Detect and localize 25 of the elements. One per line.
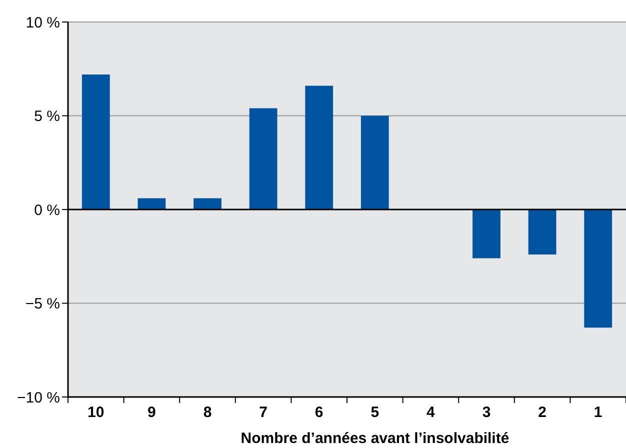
x-tick-label: 4: [426, 404, 436, 421]
y-tick-label: 5 %: [34, 108, 60, 125]
x-tick-label: 7: [259, 404, 268, 421]
y-tick-label: 10 %: [26, 14, 60, 32]
bar: [360, 116, 389, 210]
bar: [138, 198, 166, 210]
x-tick-label: 5: [370, 404, 380, 421]
x-tick-label: 2: [538, 404, 546, 421]
y-tick-label: −5 %: [25, 296, 60, 312]
bar: [584, 210, 612, 328]
x-tick-label: 1: [594, 404, 602, 421]
bar: [249, 108, 278, 210]
y-tick-label: 0 %: [34, 202, 60, 219]
x-axis-title: Nombre d’années avant l’insolvabilité: [240, 430, 510, 447]
x-tick-label: 3: [482, 404, 491, 421]
x-tick-label: 6: [314, 404, 324, 421]
bar: [528, 210, 556, 254]
x-tick-label: 8: [203, 404, 212, 421]
bar: [82, 74, 110, 210]
bar: [194, 198, 222, 210]
x-tick-label: 9: [148, 404, 156, 421]
bar: [305, 86, 334, 210]
x-tick-label: 10: [88, 404, 104, 421]
bar: [472, 210, 500, 258]
y-tick-label: −10 %: [17, 389, 60, 406]
